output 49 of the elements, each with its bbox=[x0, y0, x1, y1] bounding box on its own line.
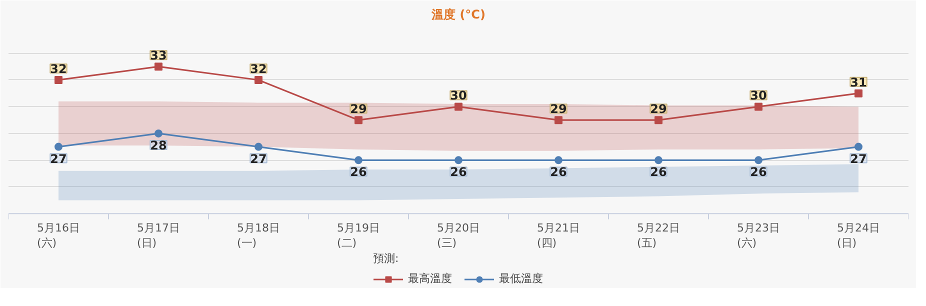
legend-title: 預測: bbox=[373, 251, 400, 266]
data-label: 30 bbox=[750, 88, 767, 103]
x-tick-label: 5月16日 (六) bbox=[37, 222, 80, 250]
x-tick-label: 5月18日 (一) bbox=[237, 222, 280, 250]
data-label: 26 bbox=[350, 165, 367, 180]
x-tick-label: 5月22日 (五) bbox=[637, 222, 680, 250]
point bbox=[254, 142, 262, 151]
x-tick-label: 5月17日 (日) bbox=[137, 222, 180, 250]
chart-title: 溫度 (°C) bbox=[430, 8, 486, 22]
point bbox=[754, 156, 762, 164]
point bbox=[554, 116, 562, 124]
point bbox=[654, 156, 662, 164]
point bbox=[654, 116, 662, 124]
data-label: 29 bbox=[550, 102, 567, 116]
x-tick-label: 5月20日 (三) bbox=[437, 222, 480, 250]
x-tick-label: 5月23日 (六) bbox=[737, 222, 780, 250]
data-label: 32 bbox=[50, 62, 67, 76]
point bbox=[154, 129, 162, 138]
point bbox=[754, 102, 762, 111]
point bbox=[854, 89, 862, 98]
data-label: 27 bbox=[250, 152, 267, 166]
point bbox=[554, 156, 562, 164]
point bbox=[154, 62, 162, 71]
point bbox=[254, 76, 262, 84]
data-label: 33 bbox=[150, 48, 167, 63]
data-label: 26 bbox=[750, 165, 767, 180]
point bbox=[54, 142, 62, 151]
x-tick-label: 5月19日 (二) bbox=[337, 222, 380, 250]
x-tick-label: 5月24日 (日) bbox=[837, 222, 880, 250]
data-label: 32 bbox=[250, 62, 267, 76]
data-label: 29 bbox=[650, 102, 667, 116]
point bbox=[454, 102, 462, 111]
point bbox=[854, 142, 862, 151]
data-label: 26 bbox=[550, 165, 567, 180]
x-tick-label: 5月21日 (四) bbox=[537, 222, 580, 250]
data-label: 27 bbox=[50, 152, 67, 166]
point bbox=[454, 156, 462, 164]
legend-label: 最高溫度 bbox=[408, 271, 452, 286]
data-label: 27 bbox=[850, 152, 867, 166]
data-label: 30 bbox=[450, 88, 467, 103]
point bbox=[54, 76, 62, 84]
data-label: 29 bbox=[350, 102, 367, 116]
data-label: 26 bbox=[650, 165, 667, 180]
data-label: 28 bbox=[150, 138, 167, 152]
legend-label: 最低溫度 bbox=[499, 271, 543, 286]
data-label: 26 bbox=[450, 165, 467, 180]
point bbox=[354, 116, 362, 124]
data-label: 31 bbox=[850, 75, 867, 90]
point bbox=[354, 156, 362, 164]
